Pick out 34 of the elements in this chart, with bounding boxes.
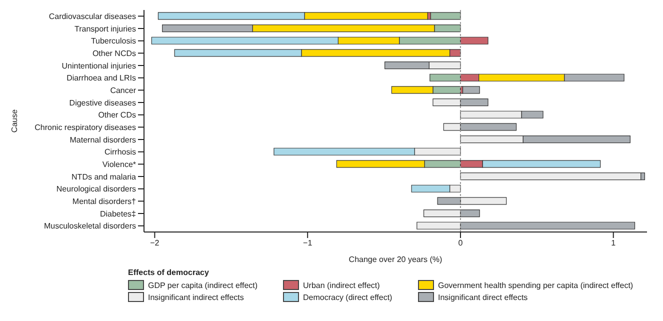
bar bbox=[462, 86, 480, 94]
y-tick-label: Musculoskeletal disorders bbox=[44, 222, 136, 231]
y-tick-label: Diarrhoea and LRIs bbox=[66, 74, 136, 83]
legend-label: Urban (indirect effect) bbox=[303, 280, 380, 290]
y-tick-label: Cirrhosis bbox=[104, 148, 136, 157]
x-tick-label: 1 bbox=[611, 238, 616, 248]
y-tick-label: Neurological disorders bbox=[56, 184, 136, 194]
y-tick-label: Diabetes‡ bbox=[100, 209, 136, 218]
y-tick-label: Violence* bbox=[102, 160, 136, 170]
y-tick-label: Maternal disorders bbox=[70, 135, 136, 144]
y-tick-label: Cardiovascular diseases bbox=[48, 12, 136, 22]
y-tick-label: Tuberculosis bbox=[90, 36, 136, 46]
y-axis-title: Cause bbox=[10, 108, 19, 133]
y-tick-label: Chronic respiratory diseases bbox=[34, 123, 136, 132]
legend-label: GDP per capita (indirect effect) bbox=[148, 280, 258, 290]
y-tick-label: Cancer bbox=[110, 86, 136, 96]
y-tick-label: Mental disorders† bbox=[72, 197, 136, 206]
x-tick-label: 0 bbox=[458, 238, 464, 248]
y-tick-label: Digestive diseases bbox=[69, 98, 136, 108]
y-tick-label: Unintentional injuries bbox=[62, 61, 136, 70]
y-tick-label: Transport injuries bbox=[74, 24, 136, 34]
x-tick-label: −1 bbox=[303, 238, 313, 248]
x-axis-title: Change over 20 years (%) bbox=[348, 255, 443, 264]
y-tick-label: Other NCDs bbox=[92, 49, 136, 58]
legend-label: Democracy (direct effect) bbox=[303, 292, 392, 302]
legend-label: Government health spending per capita (indirect effect) bbox=[438, 280, 634, 290]
legend-label: Insignificant direct effects bbox=[438, 292, 528, 302]
legend-label: Insignificant indirect effects bbox=[148, 292, 244, 302]
x-tick-label: −2 bbox=[150, 238, 160, 248]
bar bbox=[460, 172, 642, 180]
y-tick-label: NTDs and malaria bbox=[72, 172, 137, 182]
bar bbox=[430, 12, 461, 20]
legend-title: Effects of democracy bbox=[128, 268, 210, 277]
y-tick-label: Other CDs bbox=[98, 110, 136, 120]
